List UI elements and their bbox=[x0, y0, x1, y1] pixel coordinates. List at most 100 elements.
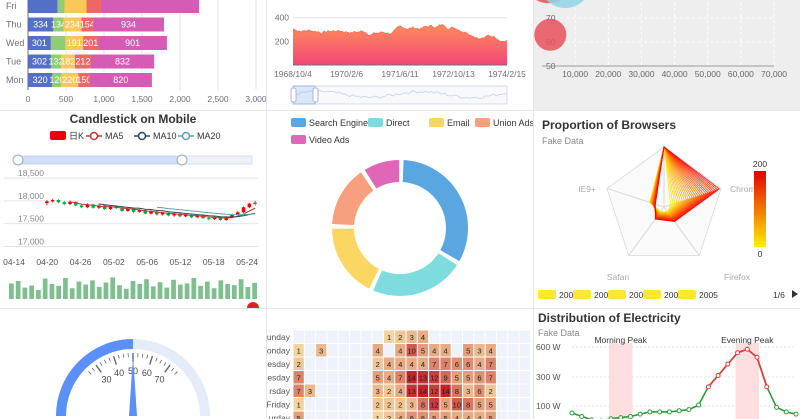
heatmap-cell-label: 7 bbox=[432, 360, 436, 369]
line-point bbox=[754, 354, 760, 360]
volume-bar bbox=[171, 279, 176, 299]
bar-data-label: 212 bbox=[75, 57, 90, 67]
volume-bar bbox=[144, 279, 149, 299]
volume-bar bbox=[22, 287, 28, 299]
heatmap-cell bbox=[440, 398, 451, 411]
volume-bar bbox=[69, 288, 75, 299]
heatmap-cell bbox=[451, 371, 462, 384]
volume-bar bbox=[42, 278, 48, 299]
heatmap-cell bbox=[519, 398, 530, 411]
candle-body bbox=[120, 208, 124, 211]
heatmap-cell bbox=[395, 398, 406, 411]
heatmap-cell bbox=[508, 384, 519, 397]
heatmap-cell bbox=[327, 398, 338, 411]
heatmap-cell bbox=[474, 398, 485, 411]
heatmap-cell-label: 13 bbox=[407, 387, 415, 396]
legend-label: MA10 bbox=[153, 131, 177, 141]
heatmap-cell-label: 4 bbox=[410, 360, 414, 369]
candle-body bbox=[241, 207, 246, 213]
heatmap-cell-label: 2 bbox=[376, 360, 380, 369]
heatmap-cell bbox=[338, 357, 349, 370]
heatmap-cell bbox=[508, 398, 519, 411]
heatmap-cell bbox=[316, 344, 327, 357]
heatmap-cell bbox=[451, 357, 462, 370]
line-point bbox=[774, 404, 780, 410]
heatmap-cell bbox=[417, 371, 429, 384]
x-tick-label: 1968/10/4 bbox=[274, 69, 312, 79]
heatmap-cell bbox=[417, 384, 429, 397]
volume-bar bbox=[150, 286, 156, 299]
heatmap-cell-label: 7 bbox=[489, 373, 493, 382]
heatmap-cell bbox=[304, 384, 316, 397]
heatmap-cell-label: 14 bbox=[441, 387, 449, 396]
donut-slice bbox=[362, 158, 402, 191]
heatmap-cell bbox=[304, 411, 316, 419]
bar-segment bbox=[78, 73, 90, 87]
heatmap-cell-label: 5 bbox=[466, 373, 470, 382]
x-tick-label: 40,000 bbox=[662, 69, 688, 79]
x-tick-label: 30,000 bbox=[628, 69, 654, 79]
heatmap-cell bbox=[350, 344, 361, 357]
candle-body bbox=[218, 216, 223, 221]
heatmap-cell-label: 6 bbox=[477, 373, 481, 382]
heatmap-cell-label: 3 bbox=[376, 387, 380, 396]
donut-slice bbox=[330, 169, 376, 228]
heatmap-cell-label: 5 bbox=[455, 373, 459, 382]
heatmap-cell bbox=[293, 384, 304, 397]
heatmap-cell-label: 4 bbox=[398, 346, 402, 355]
candle-body bbox=[143, 210, 147, 214]
heatmap-cell bbox=[429, 344, 440, 357]
candle-body bbox=[91, 204, 95, 208]
candle-body bbox=[253, 202, 257, 204]
line-point bbox=[686, 407, 692, 413]
gauge-tick bbox=[122, 353, 125, 358]
heatmap-cell bbox=[406, 398, 417, 411]
heatmap-cell bbox=[304, 398, 316, 411]
heatmap-cell bbox=[293, 344, 304, 357]
gauge-tick bbox=[164, 364, 171, 373]
volume-bar bbox=[211, 288, 217, 299]
heatmap-cell bbox=[451, 344, 462, 357]
candle-body bbox=[247, 203, 252, 208]
volume-bar bbox=[191, 278, 197, 299]
heatmap-cell bbox=[383, 371, 395, 384]
legend-swatch bbox=[643, 290, 661, 299]
heatmap-cell bbox=[519, 371, 530, 384]
volume-bar bbox=[204, 281, 210, 299]
volume-bar bbox=[49, 284, 55, 299]
volume-bar bbox=[96, 287, 102, 299]
heatmap-cell bbox=[293, 398, 304, 411]
heatmap-cell bbox=[316, 411, 327, 419]
heatmap-cell bbox=[440, 411, 451, 419]
ma-line bbox=[98, 203, 256, 218]
heatmap-cell bbox=[496, 411, 508, 419]
bar-data-label: 201 bbox=[83, 38, 98, 48]
bottom-indicator bbox=[247, 302, 259, 308]
legend-swatch bbox=[475, 118, 490, 127]
x-tick-label: 05-24 bbox=[236, 257, 258, 267]
y-tick-label: Wed bbox=[6, 38, 24, 48]
legend-swatch bbox=[538, 290, 556, 299]
peak-band bbox=[735, 343, 759, 419]
heatmap-cell-label: 4 bbox=[398, 360, 402, 369]
bar-segment bbox=[28, 36, 51, 50]
heatmap-cell-label: 6 bbox=[410, 414, 414, 419]
legend-next-icon bbox=[792, 290, 798, 298]
line-point bbox=[627, 413, 633, 419]
heatmap-cell bbox=[429, 330, 440, 343]
legend-label: 2002 bbox=[594, 290, 613, 300]
volume-bar bbox=[164, 287, 170, 299]
legend-swatch bbox=[368, 118, 383, 127]
heatmap-cell bbox=[361, 371, 372, 384]
heatmap-cell bbox=[440, 357, 451, 370]
legend-swatch-marker bbox=[89, 131, 99, 141]
heatmap-cell bbox=[508, 357, 519, 370]
line-point bbox=[715, 372, 721, 378]
heatmap-cell bbox=[361, 384, 372, 397]
peak-label: Morning Peak bbox=[594, 335, 647, 345]
candle-body bbox=[85, 204, 90, 208]
heatmap-cell-label: 2 bbox=[387, 414, 391, 419]
x-tick-label: 1,500 bbox=[131, 94, 153, 104]
heatmap-cell bbox=[361, 330, 372, 343]
heatmap-cell-label: 8 bbox=[421, 400, 425, 409]
